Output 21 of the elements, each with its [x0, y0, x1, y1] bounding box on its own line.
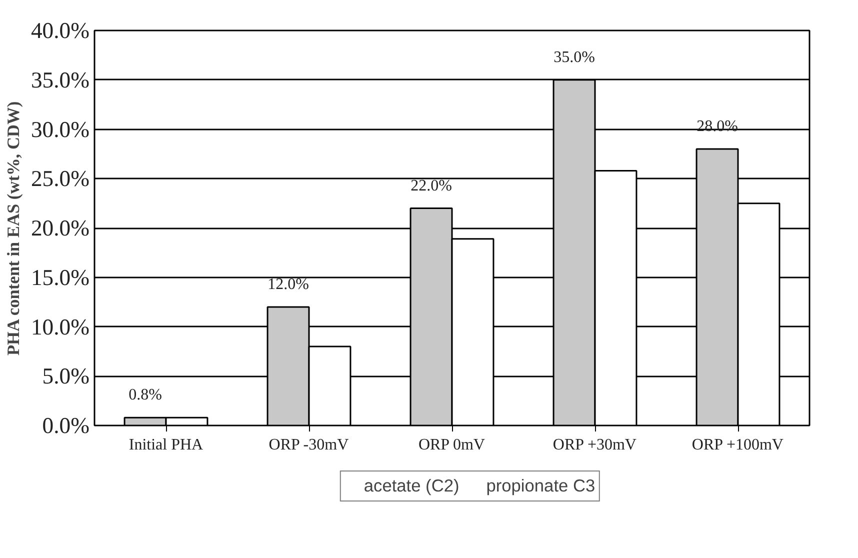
y-tick-label: 10.0%	[30, 314, 90, 340]
y-tick-label: 40.0%	[30, 18, 90, 43]
x-tick-label: ORP 0mV	[418, 436, 486, 454]
x-tick-label: ORP +100mV	[692, 436, 784, 454]
data-label: 0.8%	[128, 386, 162, 404]
data-label: 35.0%	[554, 48, 595, 66]
x-tick-label: ORP +30mV	[552, 436, 637, 454]
y-tick-label: 5.0%	[42, 364, 90, 389]
text: propionate C3	[486, 476, 596, 496]
y-tick-label: 15.0%	[30, 264, 90, 290]
y-axis-title: PHA content in EAS (wt%, CDW)	[4, 101, 23, 356]
y-tick-label: 0.0%	[42, 413, 90, 438]
y-tick-label: 30.0%	[30, 116, 90, 142]
x-tick-label: Initial PHA	[128, 436, 204, 454]
y-tick-label: 20.0%	[30, 216, 90, 240]
x-tick-label: ORP -30mV	[268, 436, 350, 454]
y-tick-label: 35.0%	[30, 67, 90, 92]
data-label: 22.0%	[410, 177, 452, 194]
data-label: 12.0%	[268, 276, 309, 293]
y-tick-label: 25.0%	[30, 166, 90, 192]
text: acetate (C2)	[364, 476, 460, 496]
